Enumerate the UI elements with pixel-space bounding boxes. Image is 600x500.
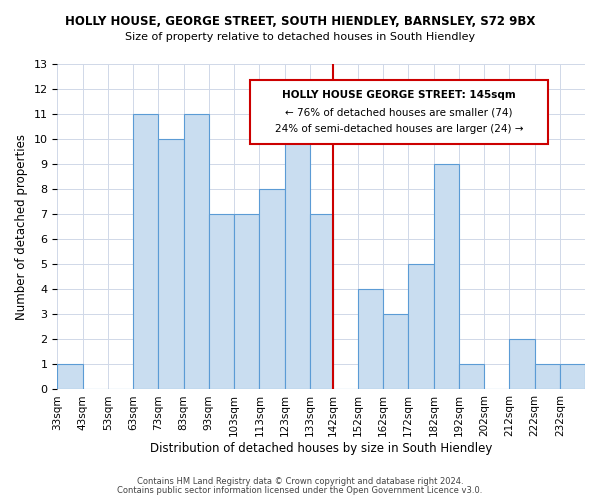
Text: Contains HM Land Registry data © Crown copyright and database right 2024.: Contains HM Land Registry data © Crown c… (137, 477, 463, 486)
Bar (408, 264, 434, 390)
Bar (234, 214, 259, 390)
X-axis label: Distribution of detached houses by size in South Hiendley: Distribution of detached houses by size … (150, 442, 493, 455)
Text: HOLLY HOUSE, GEORGE STREET, SOUTH HIENDLEY, BARNSLEY, S72 9BX: HOLLY HOUSE, GEORGE STREET, SOUTH HIENDL… (65, 15, 535, 28)
Text: Size of property relative to detached houses in South Hiendley: Size of property relative to detached ho… (125, 32, 475, 42)
Bar (535, 364, 560, 390)
FancyBboxPatch shape (250, 80, 548, 144)
Bar (58, 364, 83, 390)
Y-axis label: Number of detached properties: Number of detached properties (15, 134, 28, 320)
Bar (133, 114, 158, 390)
Bar (358, 290, 383, 390)
Bar (383, 314, 408, 390)
Bar (459, 364, 484, 390)
Text: 24% of semi-detached houses are larger (24) →: 24% of semi-detached houses are larger (… (275, 124, 523, 134)
Bar (509, 340, 535, 390)
Text: ← 76% of detached houses are smaller (74): ← 76% of detached houses are smaller (74… (285, 108, 513, 118)
Bar (284, 139, 310, 390)
Text: Contains public sector information licensed under the Open Government Licence v3: Contains public sector information licen… (118, 486, 482, 495)
Bar (560, 364, 585, 390)
Text: HOLLY HOUSE GEORGE STREET: 145sqm: HOLLY HOUSE GEORGE STREET: 145sqm (282, 90, 516, 100)
Bar (209, 214, 234, 390)
Bar (259, 189, 284, 390)
Bar (310, 214, 332, 390)
Bar (434, 164, 459, 390)
Bar (184, 114, 209, 390)
Bar (158, 139, 184, 390)
